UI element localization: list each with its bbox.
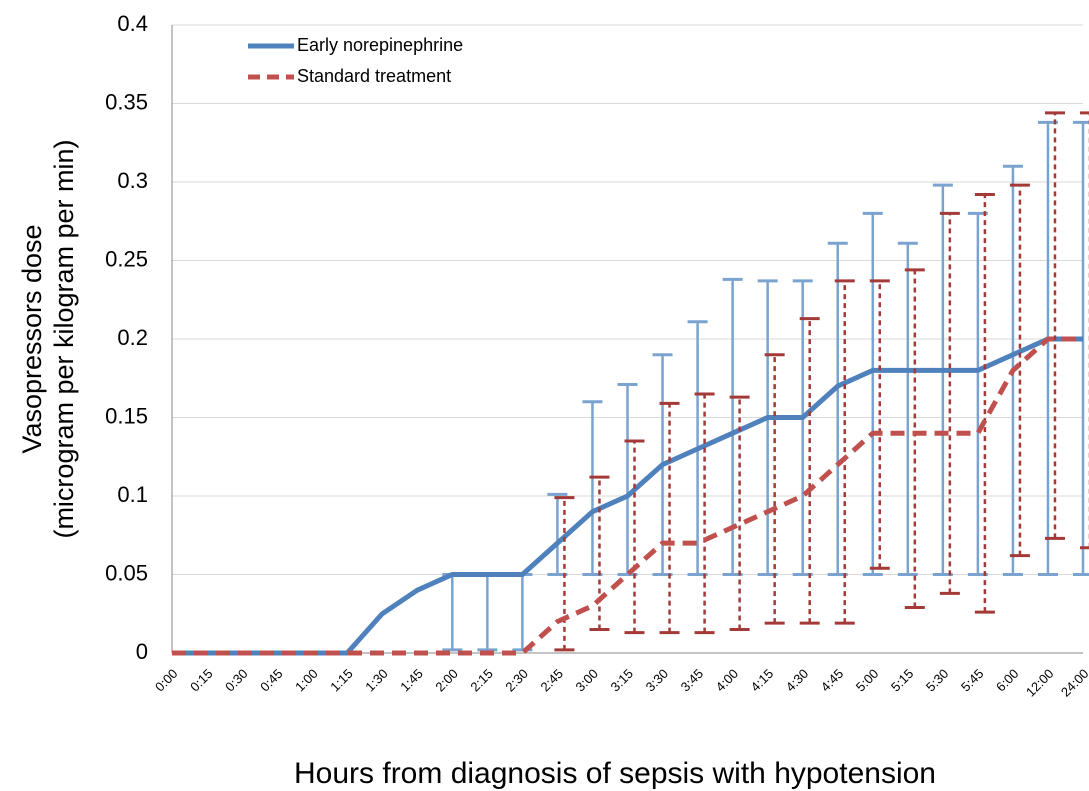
y-tick-label: 0.35 xyxy=(105,89,148,114)
x-tick-label: 5:00 xyxy=(853,666,882,695)
x-tick-label: 1:00 xyxy=(292,666,321,695)
y-tick-label: 0.05 xyxy=(105,560,148,585)
x-tick-label: 4:45 xyxy=(818,666,847,695)
x-tick-label: 4:15 xyxy=(748,666,777,695)
y-tick-label: 0.2 xyxy=(117,325,148,350)
x-tick-label: 6:00 xyxy=(993,666,1022,695)
x-tick-label: 24:00 xyxy=(1058,666,1089,700)
y-tick-label: 0.25 xyxy=(105,246,148,271)
legend-label: Standard treatment xyxy=(297,66,451,86)
x-tick-label: 4:00 xyxy=(713,666,742,695)
x-tick-label: 3:15 xyxy=(608,666,637,695)
x-tick-label: 2:00 xyxy=(432,666,461,695)
x-tick-label: 4:30 xyxy=(783,666,812,695)
y-tick-label: 0 xyxy=(136,639,148,664)
x-axis-title: Hours from diagnosis of sepsis with hypo… xyxy=(294,757,936,790)
x-tick-label: 1:15 xyxy=(327,666,356,695)
x-tick-label: 0:15 xyxy=(187,666,216,695)
y-axis-title: Vasopressors dose xyxy=(17,224,47,453)
y-axis-title: (microgram per kilogram per min) xyxy=(49,139,79,538)
x-tick-label: 1:45 xyxy=(397,666,426,695)
x-tick-label: 1:30 xyxy=(362,666,391,695)
legend-label: Early norepinephrine xyxy=(297,35,463,55)
x-tick-label: 2:30 xyxy=(502,666,531,695)
x-tick-label: 3:00 xyxy=(573,666,602,695)
x-tick-label: 0:00 xyxy=(152,666,181,695)
x-tick-label: 3:45 xyxy=(678,666,707,695)
series-line xyxy=(172,336,1083,656)
x-tick-label: 3:30 xyxy=(643,666,672,695)
x-tick-label: 0:45 xyxy=(257,666,286,695)
y-tick-label: 0.3 xyxy=(117,168,148,193)
x-tick-label: 5:30 xyxy=(923,666,952,695)
y-tick-label: 0.15 xyxy=(105,403,148,428)
x-tick-label: 2:15 xyxy=(467,666,496,695)
x-tick-label: 12:00 xyxy=(1023,666,1057,700)
x-tick-label: 0:30 xyxy=(222,666,251,695)
y-tick-label: 0.1 xyxy=(117,482,148,507)
x-tick-label: 2:45 xyxy=(537,666,566,695)
x-tick-label: 5:45 xyxy=(958,666,987,695)
x-tick-label: 5:15 xyxy=(888,666,917,695)
y-tick-label: 0.4 xyxy=(117,11,148,36)
